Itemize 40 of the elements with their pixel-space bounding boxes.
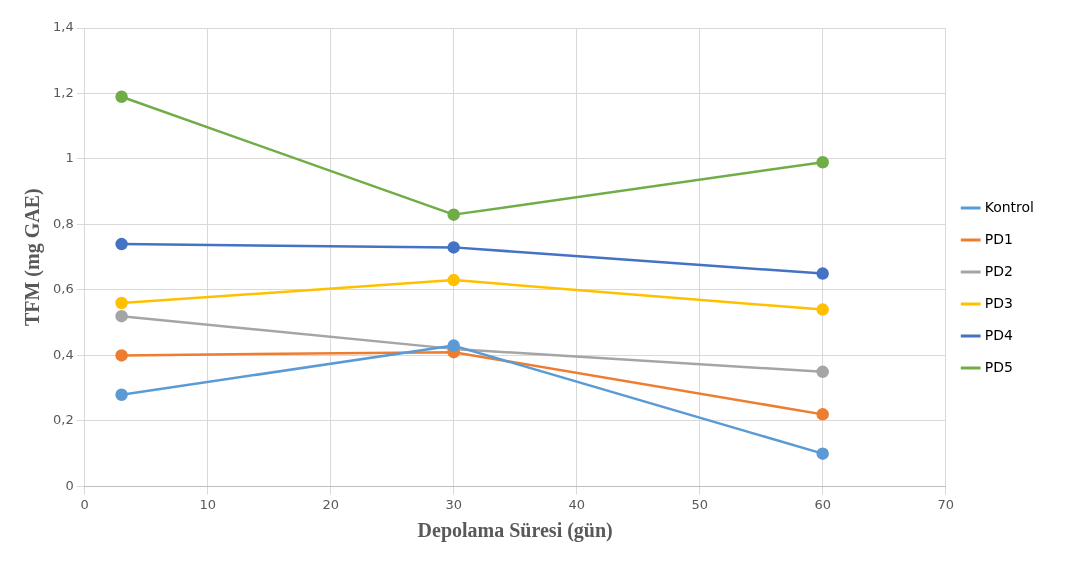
point bbox=[115, 309, 128, 323]
legend-label: Kontrol bbox=[984, 198, 1035, 215]
legend-label: PD2 bbox=[984, 262, 1013, 279]
point bbox=[447, 208, 460, 221]
y-tick-label: 0,6 bbox=[52, 281, 74, 297]
y-tick-label: 1,4 bbox=[52, 19, 74, 35]
legend-label: PD4 bbox=[984, 326, 1013, 343]
point bbox=[447, 339, 460, 352]
legend-label: PD1 bbox=[984, 230, 1013, 247]
point bbox=[115, 349, 128, 362]
point bbox=[816, 447, 829, 460]
legend-label: PD5 bbox=[984, 358, 1013, 375]
point bbox=[816, 267, 829, 280]
x-tick-label: 10 bbox=[199, 496, 216, 512]
point bbox=[115, 90, 128, 104]
point bbox=[816, 365, 829, 379]
x-tick-label: 30 bbox=[445, 496, 462, 512]
x-axis-title: Depolama Süresi (gün) bbox=[417, 519, 613, 543]
x-tick-label: 40 bbox=[568, 496, 585, 512]
point bbox=[816, 408, 829, 421]
x-tick-label: 60 bbox=[814, 496, 831, 512]
point bbox=[115, 237, 128, 251]
point bbox=[115, 296, 128, 310]
y-tick-label: 0,4 bbox=[52, 346, 74, 362]
y-tick-label: 0,2 bbox=[52, 412, 74, 428]
point bbox=[447, 273, 460, 287]
x-tick-label: 70 bbox=[937, 496, 954, 512]
point bbox=[816, 303, 829, 316]
legend-label: PD3 bbox=[984, 294, 1013, 311]
point bbox=[447, 241, 460, 254]
y-tick-label: 0,8 bbox=[52, 215, 74, 231]
point bbox=[816, 156, 829, 169]
y-tick-label: 1 bbox=[65, 150, 74, 166]
y-tick-label: 1,2 bbox=[52, 84, 74, 100]
y-axis-title: TFM (mg GAE) bbox=[21, 188, 45, 327]
x-tick-label: 20 bbox=[322, 496, 339, 512]
point bbox=[115, 388, 128, 401]
x-tick-label: 0 bbox=[80, 496, 89, 512]
y-tick-label: 0 bbox=[65, 477, 74, 493]
x-tick-label: 50 bbox=[691, 496, 708, 512]
